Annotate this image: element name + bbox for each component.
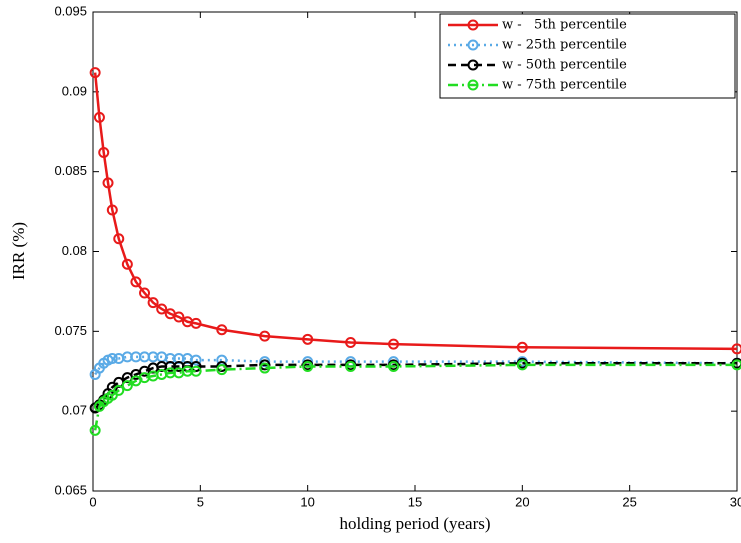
data-point (93, 111, 105, 123)
data-point (216, 360, 228, 372)
data-point (259, 330, 271, 342)
x-tick-label: 0 (89, 494, 96, 509)
y-tick-label: 0.065 (54, 482, 87, 497)
data-point (216, 324, 228, 336)
legend-marker (467, 59, 479, 71)
x-tick-label: 30 (730, 494, 741, 509)
x-axis-label: holding period (years) (339, 514, 490, 533)
data-point (113, 384, 125, 396)
legend-label: w - 5th percentile (502, 18, 627, 33)
y-tick-label: 0.085 (54, 163, 87, 178)
x-tick-label: 5 (197, 494, 204, 509)
data-point (106, 352, 118, 364)
y-tick-label: 0.08 (62, 243, 87, 258)
data-point (302, 333, 314, 345)
data-point (345, 337, 357, 349)
legend-label: w - 25th percentile (502, 38, 627, 53)
data-point (259, 356, 271, 368)
data-point (156, 303, 168, 315)
data-point (89, 67, 101, 79)
data-point (731, 343, 741, 355)
legend-marker (467, 79, 479, 91)
data-point (113, 233, 125, 245)
data-point (98, 147, 110, 159)
data-point (121, 380, 133, 392)
x-tick-label: 15 (408, 494, 422, 509)
data-point (731, 359, 741, 371)
legend-marker (467, 19, 479, 31)
series-line (93, 72, 738, 351)
data-point (388, 360, 400, 372)
data-point (147, 297, 159, 309)
data-point (190, 360, 202, 372)
y-tick-label: 0.075 (54, 323, 87, 338)
legend-label: w - 75th percentile (502, 78, 627, 93)
series-line (94, 355, 738, 376)
data-point (259, 362, 271, 374)
data-point (106, 204, 118, 216)
y-tick-label: 0.07 (62, 403, 87, 418)
data-point (190, 365, 202, 377)
plot-frame (92, 11, 738, 492)
data-point (216, 364, 228, 376)
x-tick-label: 10 (300, 494, 314, 509)
x-tick-label: 25 (622, 494, 636, 509)
data-point (139, 287, 151, 299)
data-point (516, 359, 528, 371)
data-point (102, 177, 114, 189)
legend: w - 5th percentile w - 25th percentile w -… (439, 13, 736, 99)
y-axis-label: IRR (%) (9, 222, 28, 280)
data-point (190, 354, 202, 366)
legend-label: w - 50th percentile (502, 58, 627, 73)
data-point (345, 360, 357, 372)
y-tick-label: 0.095 (54, 3, 87, 18)
data-point (121, 258, 133, 270)
legend-marker (467, 39, 479, 51)
data-point (516, 341, 528, 353)
y-tick-label: 0.09 (62, 83, 87, 98)
x-tick-label: 20 (515, 494, 529, 509)
data-point (302, 360, 314, 372)
data-point (89, 424, 101, 436)
data-point (388, 338, 400, 350)
data-point (259, 359, 271, 371)
data-point (173, 311, 185, 323)
data-point (130, 276, 142, 288)
data-point (190, 317, 202, 329)
